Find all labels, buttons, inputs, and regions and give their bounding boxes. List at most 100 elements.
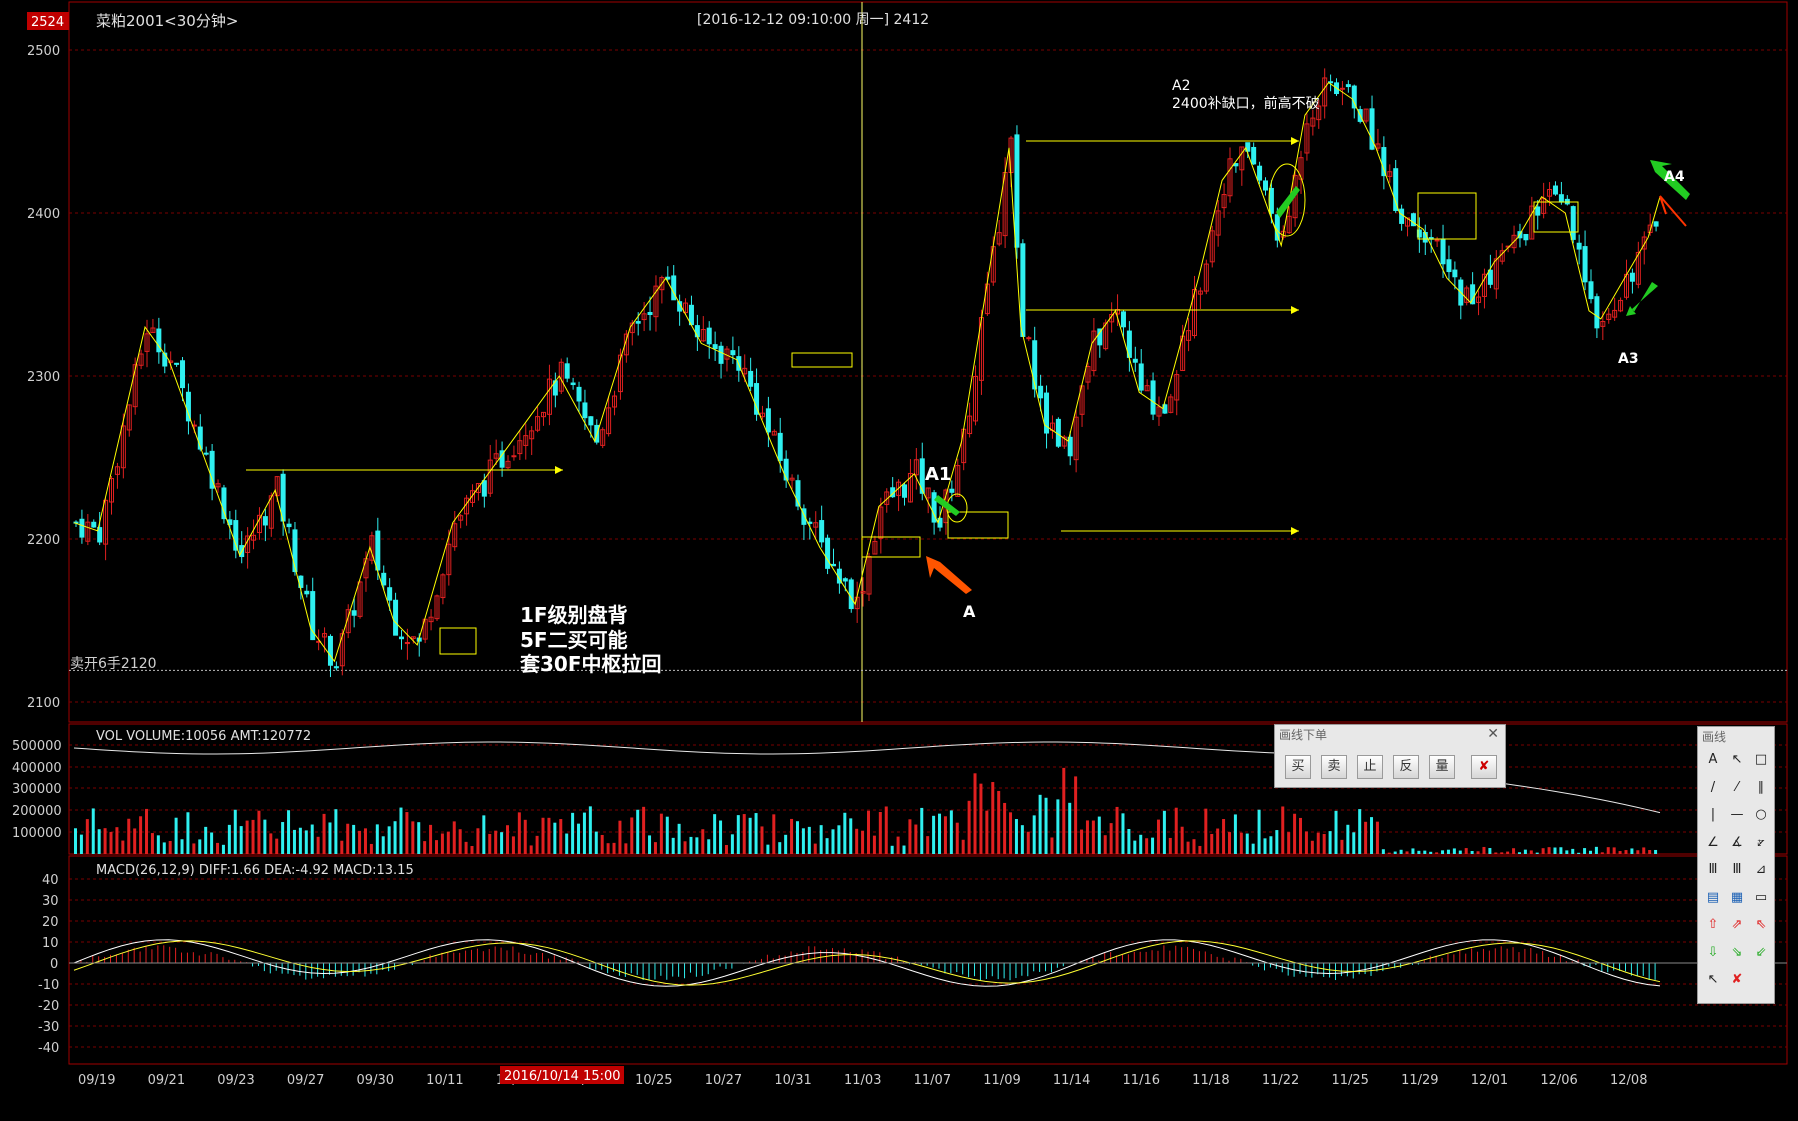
select-tool-icon[interactable]: ↖ — [1707, 972, 1719, 987]
volume-bar — [381, 836, 385, 854]
candle-body — [759, 412, 765, 418]
date-tick-label: 10/25 — [635, 1073, 672, 1088]
volume-bar — [1476, 851, 1480, 854]
close-icon[interactable]: ✕ — [1487, 726, 1499, 742]
arrow-up-left-red-icon[interactable]: ⇖ — [1755, 917, 1767, 932]
candle-body — [357, 581, 363, 617]
volume-bar — [298, 827, 302, 854]
macd-tick-label: 0 — [50, 957, 58, 972]
gann-fan-icon[interactable]: ⦫ — [1757, 834, 1765, 850]
horizontal-line-icon[interactable]: — — [1730, 807, 1744, 822]
ray-arrowhead — [555, 466, 563, 474]
volume-bar — [340, 840, 344, 854]
volume-bar — [571, 812, 575, 854]
arrow-up-right-red-icon[interactable]: ⇗ — [1731, 917, 1743, 932]
date-tick-label: 11/09 — [983, 1073, 1020, 1088]
volume-bar — [1411, 848, 1415, 854]
candle-body — [174, 362, 180, 365]
ruler-icon[interactable]: ▭ — [1754, 889, 1768, 905]
rectangle-tool-icon[interactable]: □ — [1754, 752, 1768, 767]
parallel-lines-icon[interactable]: ∥ — [1757, 779, 1765, 795]
candle-body — [1635, 251, 1641, 285]
candle-body — [1582, 246, 1588, 283]
arrow-up-red-icon[interactable]: ⇧ — [1707, 917, 1719, 932]
cycle-lines-icon[interactable]: Ⅲ — [1708, 862, 1718, 877]
candle-body — [1345, 84, 1351, 88]
pointer-tool-icon[interactable]: ↖ — [1731, 752, 1743, 767]
volume-bar — [322, 813, 326, 854]
volume-bar — [588, 806, 592, 854]
stop-button[interactable]: 止 — [1357, 755, 1383, 779]
volume-bar — [186, 812, 190, 854]
vertical-line-icon[interactable]: | — [1710, 807, 1716, 822]
cancel-order-icon[interactable]: ✘ — [1471, 755, 1497, 779]
volume-bar — [1429, 851, 1433, 854]
macd-tick-label: -30 — [38, 1020, 59, 1035]
volume-bar — [1535, 852, 1539, 854]
buy-button[interactable]: 买 — [1285, 755, 1311, 779]
quantity-button[interactable]: 量 — [1429, 755, 1455, 779]
candle-body — [144, 333, 150, 352]
text-tool-icon[interactable]: A — [1708, 752, 1718, 767]
candle-body — [274, 476, 280, 497]
volume-bar — [624, 843, 628, 854]
volume-bar — [1198, 845, 1202, 854]
angle-down-tool-icon[interactable]: ∡ — [1731, 834, 1743, 850]
speed-lines-icon[interactable]: ⊿ — [1755, 862, 1767, 877]
macd-tick-label: -40 — [38, 1041, 59, 1056]
volume-bar — [1310, 840, 1314, 854]
volume-bar — [1245, 833, 1249, 854]
volume-bar — [1571, 848, 1575, 854]
line-tool-icon[interactable]: / — [1710, 779, 1716, 795]
volume-bar — [1299, 817, 1303, 854]
volume-bar — [1204, 808, 1208, 854]
delete-all-icon[interactable]: ✘ — [1731, 972, 1743, 987]
volume-bar — [867, 810, 870, 854]
volume-bar — [464, 841, 468, 854]
volume-bar — [813, 843, 817, 854]
arrow-down-green-icon[interactable]: ⇩ — [1707, 944, 1719, 960]
candle-body — [138, 353, 144, 366]
volume-bar — [511, 836, 515, 854]
candle-body — [132, 364, 138, 408]
candle-body — [310, 591, 316, 641]
candle-body — [1085, 366, 1091, 383]
date-tick-label: 11/07 — [914, 1073, 951, 1088]
price-label-icon[interactable]: ▦ — [1730, 889, 1744, 905]
order-line-label[interactable]: 卖开6手2120 — [70, 656, 157, 672]
sell-button[interactable]: 卖 — [1321, 755, 1347, 779]
ray-tool-icon[interactable]: ⁄ — [1735, 779, 1739, 795]
candle-body — [381, 572, 387, 586]
candle-body — [511, 455, 517, 458]
ray-arrowhead — [1291, 527, 1299, 535]
candle-body — [1239, 146, 1245, 171]
volume-bar — [192, 843, 196, 854]
arrow-down-left-green-icon[interactable]: ⇙ — [1755, 944, 1767, 960]
candle-body — [777, 432, 783, 461]
pivot-box — [947, 511, 1009, 539]
candle-body — [706, 327, 712, 345]
volume-bar — [458, 829, 462, 854]
date-tick-label: 11/29 — [1401, 1073, 1438, 1088]
volume-bar — [707, 839, 711, 854]
date-tick-label: 12/06 — [1540, 1073, 1577, 1088]
crosshair-info: [2016-12-12 09:10:00 周一] 2412 — [697, 12, 929, 28]
reverse-button[interactable]: 反 — [1393, 755, 1419, 779]
volume-bar — [1417, 850, 1421, 854]
volume-bar — [1014, 819, 1018, 854]
volume-bar — [1541, 848, 1545, 854]
arrow-down-right-green-icon[interactable]: ⇘ — [1731, 944, 1743, 960]
volume-bar — [440, 833, 444, 854]
volume-bar — [541, 817, 545, 854]
candle-body — [600, 429, 606, 446]
candle-body — [1369, 108, 1375, 150]
angle-tool-icon[interactable]: ∠ — [1707, 834, 1719, 850]
sell-arrow-icon — [1626, 282, 1658, 316]
candle-body — [606, 407, 612, 435]
candle-body — [458, 515, 464, 521]
fibonacci-lines-icon[interactable]: Ⅲ — [1732, 862, 1742, 877]
ellipse-tool-icon[interactable]: ○ — [1755, 807, 1767, 822]
volume-bar — [754, 813, 758, 854]
text-box-icon[interactable]: ▤ — [1706, 889, 1720, 905]
